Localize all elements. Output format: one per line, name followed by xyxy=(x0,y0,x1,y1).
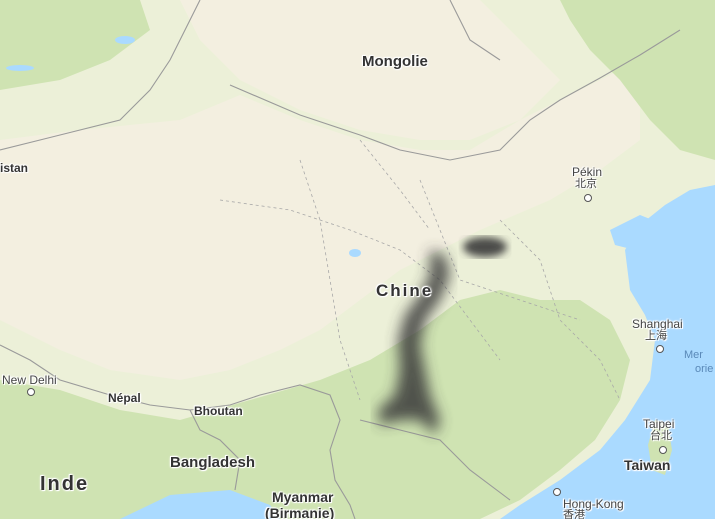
label-beijing: Pékin xyxy=(572,165,603,179)
label-shanghai-cjk: 上海 xyxy=(645,330,667,342)
label-nepal: Népal xyxy=(108,391,141,405)
city-marker-beijing[interactable] xyxy=(584,194,592,202)
desert-north xyxy=(180,0,560,140)
forest-northeast xyxy=(560,0,715,160)
forest-northwest xyxy=(0,0,150,90)
label-hong-kong-cjk: 香港 xyxy=(563,509,585,519)
label-shanghai: Shanghai xyxy=(632,317,683,331)
label-pakistan-partial: istan xyxy=(0,161,29,175)
label-beijing-cjk: 北京 xyxy=(575,178,597,190)
label-hong-kong: Hong-Kong xyxy=(563,497,624,511)
label-sea-2: orie xyxy=(695,363,714,375)
lake-west xyxy=(6,65,34,71)
heatmap-overlay xyxy=(378,250,450,435)
label-bhutan: Bhoutan xyxy=(194,404,243,418)
label-mongolia: Mongolie xyxy=(362,53,428,70)
label-taiwan: Taiwan xyxy=(624,457,671,473)
heatmap-overlay-north xyxy=(463,237,507,257)
forest-south xyxy=(0,290,630,519)
label-sea-1: Mer xyxy=(684,349,703,361)
country-borders xyxy=(0,0,681,519)
label-bangladesh: Bangladesh xyxy=(170,454,256,471)
bay-of-bengal xyxy=(120,490,280,519)
south-china-sea xyxy=(520,495,680,519)
label-myanmar-sub: (Birmanie) xyxy=(265,505,335,519)
qinghai-lake xyxy=(349,249,361,257)
city-marker-hong-kong[interactable] xyxy=(553,488,561,496)
city-marker-taipei[interactable] xyxy=(659,446,667,454)
city-marker-shanghai[interactable] xyxy=(656,345,664,353)
label-taipei-cjk: 台北 xyxy=(650,430,672,442)
province-borders xyxy=(219,139,621,401)
label-china: Chine xyxy=(376,281,434,300)
label-india: Inde xyxy=(40,473,90,495)
label-taipei: Taipei xyxy=(643,417,675,431)
label-myanmar: Myanmar xyxy=(272,489,334,505)
bohai-sea xyxy=(610,215,665,250)
lake-balkhash xyxy=(115,36,135,44)
label-new-delhi: New Delhi xyxy=(2,373,57,387)
city-marker-new-delhi[interactable] xyxy=(27,388,35,396)
